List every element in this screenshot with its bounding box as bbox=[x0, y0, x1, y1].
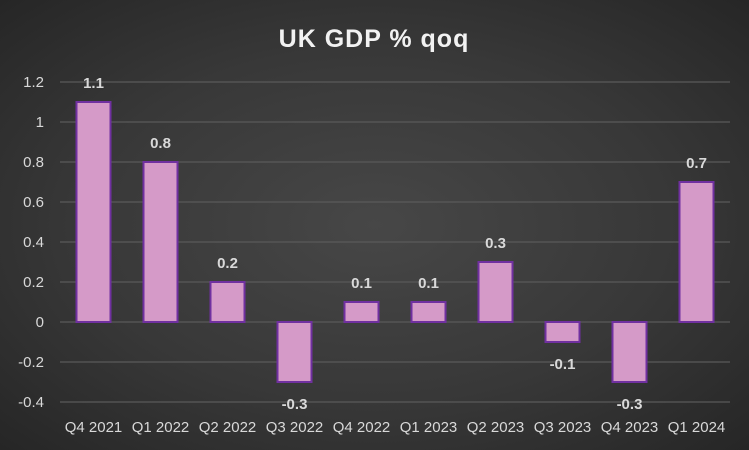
bar bbox=[142, 161, 179, 323]
data-label: 0.3 bbox=[485, 235, 506, 252]
y-tick-label: 1.2 bbox=[23, 74, 44, 91]
x-tick-label: Q2 2022 bbox=[199, 419, 257, 436]
y-tick-label: 0.6 bbox=[23, 194, 44, 211]
data-label: -0.1 bbox=[550, 356, 576, 373]
y-tick-label: 0.4 bbox=[23, 234, 44, 251]
x-axis: Q4 2021 Q1 2022 Q2 2022 Q3 2022 Q4 2022 Q1 20… bbox=[65, 419, 726, 436]
bar bbox=[477, 261, 514, 323]
bar bbox=[276, 321, 313, 383]
x-tick-label: Q2 2023 bbox=[467, 419, 525, 436]
y-tick-label: -0.2 bbox=[18, 354, 44, 371]
y-tick-label: 0.2 bbox=[23, 274, 44, 291]
y-tick-label: 1 bbox=[36, 114, 44, 131]
data-label: 0.2 bbox=[217, 255, 238, 272]
x-tick-label: Q1 2022 bbox=[132, 419, 190, 436]
x-tick-label: Q3 2023 bbox=[534, 419, 592, 436]
data-label: -0.3 bbox=[282, 396, 308, 413]
y-tick-label: -0.4 bbox=[18, 394, 44, 411]
y-tick-label: 0.8 bbox=[23, 154, 44, 171]
x-tick-label: Q1 2024 bbox=[668, 419, 726, 436]
data-label: -0.3 bbox=[617, 396, 643, 413]
data-label: 0.1 bbox=[351, 275, 372, 292]
chart-title: UK GDP % qoq bbox=[279, 25, 470, 53]
data-label: 0.7 bbox=[686, 155, 707, 172]
data-label: 0.8 bbox=[150, 135, 171, 152]
bar bbox=[544, 321, 581, 343]
bar bbox=[678, 181, 715, 323]
bar bbox=[75, 101, 112, 323]
data-labels: 1.1 0.8 0.2 -0.3 0.1 0.1 0.3 -0.1 -0.3 0.7 bbox=[83, 75, 707, 413]
bar bbox=[611, 321, 648, 383]
bar bbox=[343, 301, 380, 323]
x-tick-label: Q1 2023 bbox=[400, 419, 458, 436]
x-tick-label: Q4 2021 bbox=[65, 419, 123, 436]
x-tick-label: Q4 2022 bbox=[333, 419, 391, 436]
bar bbox=[209, 281, 246, 323]
bar bbox=[410, 301, 447, 323]
x-tick-label: Q3 2022 bbox=[266, 419, 324, 436]
x-tick-label: Q4 2023 bbox=[601, 419, 659, 436]
bars bbox=[75, 101, 715, 383]
y-tick-label: 0 bbox=[36, 314, 44, 331]
y-axis: -0.4 -0.2 0 0.2 0.4 0.6 0.8 1 1.2 bbox=[18, 74, 44, 411]
data-label: 0.1 bbox=[418, 275, 439, 292]
data-label: 1.1 bbox=[83, 75, 104, 92]
